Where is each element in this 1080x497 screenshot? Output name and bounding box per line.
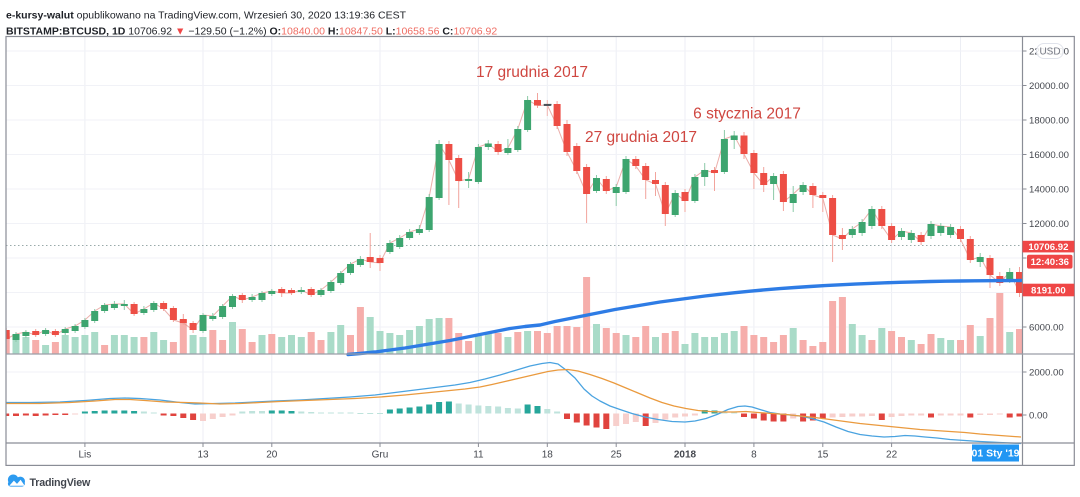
svg-text:TradingView: TradingView — [30, 477, 91, 489]
svg-text:8: 8 — [751, 450, 757, 461]
svg-text:Gru: Gru — [372, 450, 389, 461]
svg-text:2000.00: 2000.00 — [1029, 367, 1064, 378]
svg-text:2018: 2018 — [674, 450, 697, 461]
svg-text:22: 22 — [886, 450, 898, 461]
svg-text:01 Sty '19: 01 Sty '19 — [971, 448, 1019, 460]
svg-text:11: 11 — [473, 450, 484, 461]
svg-text:16000.00: 16000.00 — [1029, 150, 1069, 161]
svg-text:20: 20 — [266, 450, 278, 461]
svg-text:6 stycznia 2017: 6 stycznia 2017 — [693, 106, 801, 123]
svg-text:14000.00: 14000.00 — [1029, 184, 1069, 195]
svg-text:BITSTAMP:BTCUSD, 1D 10706.92 ▼: BITSTAMP:BTCUSD, 1D 10706.92 ▼ −129.50 (… — [6, 26, 497, 38]
svg-text:13: 13 — [197, 450, 209, 461]
svg-text:10706.92: 10706.92 — [1028, 242, 1068, 253]
svg-text:Lis: Lis — [79, 450, 92, 461]
svg-text:18: 18 — [542, 450, 554, 461]
svg-text:e-kursy-walut opublikowano na: e-kursy-walut opublikowano na TradingVie… — [6, 10, 407, 22]
svg-text:0.00: 0.00 — [1029, 410, 1048, 421]
svg-text:20000.00: 20000.00 — [1029, 81, 1069, 92]
svg-text:6000.00: 6000.00 — [1029, 322, 1064, 333]
svg-text:12:40:36: 12:40:36 — [1031, 257, 1069, 268]
svg-text:27 grudnia 2017: 27 grudnia 2017 — [585, 129, 697, 146]
svg-text:USD: USD — [1039, 47, 1060, 58]
svg-text:8191.00: 8191.00 — [1031, 285, 1066, 296]
svg-text:15: 15 — [817, 450, 829, 461]
svg-text:17 grudnia 2017: 17 grudnia 2017 — [476, 64, 588, 81]
svg-text:12000.00: 12000.00 — [1029, 219, 1069, 230]
svg-text:18000.00: 18000.00 — [1029, 115, 1069, 126]
svg-text:25: 25 — [611, 450, 623, 461]
